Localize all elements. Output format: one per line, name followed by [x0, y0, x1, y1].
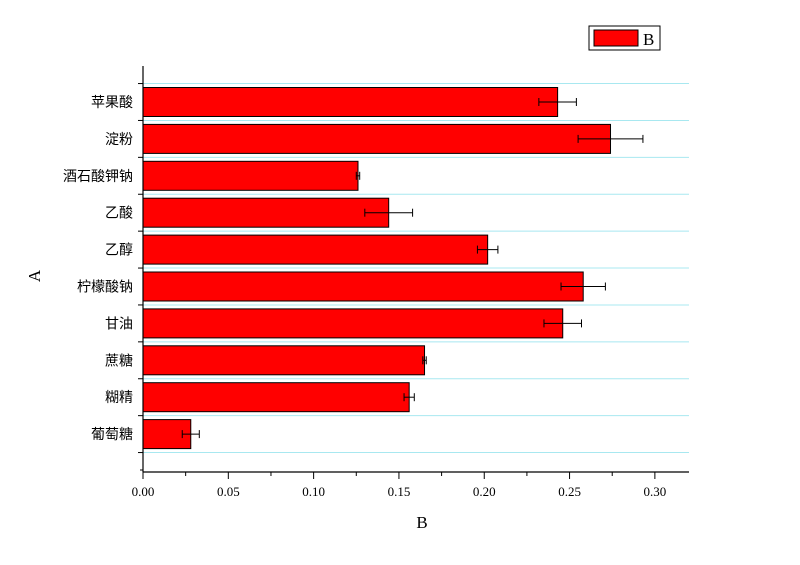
bar — [142, 123, 612, 154]
grid-lines — [143, 83, 689, 454]
category-label: 蔗糖 — [105, 353, 133, 369]
error-bar — [543, 319, 583, 328]
bar — [142, 382, 410, 413]
error-bar — [181, 430, 200, 439]
category-label: 苹果酸 — [91, 95, 133, 111]
x-tick-label: 0.20 — [473, 484, 496, 499]
legend-label: B — [643, 30, 654, 49]
error-bar — [538, 98, 577, 106]
y-axis-title: A — [25, 269, 44, 282]
error-bar — [476, 245, 499, 254]
category-label: 乙酸 — [105, 206, 133, 222]
bar — [142, 87, 559, 117]
category-label: 柠檬酸钠 — [77, 280, 133, 296]
bar — [142, 234, 489, 265]
category-label: 淀粉 — [105, 132, 133, 148]
category-label: 甘油 — [105, 316, 133, 332]
legend-swatch — [593, 29, 639, 47]
x-tick-label: 0.10 — [302, 484, 325, 499]
x-tick-label: 0.25 — [558, 484, 581, 499]
axes — [138, 66, 689, 479]
bar — [142, 345, 426, 376]
legend: B — [588, 25, 661, 51]
bar — [142, 308, 564, 339]
error-bars — [181, 98, 644, 439]
category-label: 酒石酸钾钠 — [63, 169, 133, 185]
error-bar — [364, 208, 414, 217]
bar — [142, 197, 390, 228]
x-tick-label: 0.00 — [132, 484, 155, 499]
bar — [142, 271, 584, 302]
category-label: 葡萄糖 — [91, 427, 133, 443]
category-label: 糊精 — [105, 390, 133, 406]
bar — [142, 160, 359, 191]
error-bar — [403, 393, 415, 402]
x-tick-label: 0.15 — [388, 484, 411, 499]
x-tick-label: 0.30 — [644, 484, 667, 499]
x-tick-labels: 0.00 0.05 0.10 0.15 0.20 0.25 0.30 — [132, 484, 667, 499]
category-label: 乙醇 — [105, 242, 133, 259]
error-bar — [355, 171, 361, 180]
error-bar — [422, 356, 427, 365]
x-tick-label: 0.05 — [217, 484, 240, 499]
x-axis-title: B — [416, 513, 427, 532]
error-bar — [560, 282, 606, 291]
error-bar — [577, 134, 644, 143]
